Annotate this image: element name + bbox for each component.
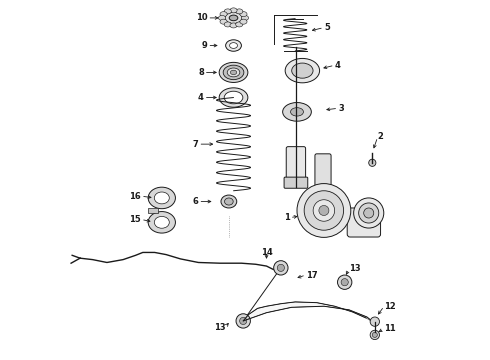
- Circle shape: [274, 261, 288, 275]
- Text: 15: 15: [129, 215, 141, 224]
- Ellipse shape: [148, 187, 175, 209]
- Circle shape: [372, 332, 377, 337]
- Ellipse shape: [229, 15, 238, 21]
- Text: 4: 4: [198, 93, 204, 102]
- Circle shape: [370, 317, 379, 326]
- Circle shape: [370, 330, 379, 339]
- Text: 16: 16: [129, 192, 141, 201]
- Circle shape: [364, 208, 374, 218]
- Circle shape: [341, 279, 348, 286]
- FancyBboxPatch shape: [315, 154, 331, 186]
- Ellipse shape: [154, 192, 170, 204]
- Ellipse shape: [224, 22, 231, 27]
- Circle shape: [338, 275, 352, 289]
- Circle shape: [240, 318, 247, 324]
- Ellipse shape: [285, 58, 319, 83]
- Ellipse shape: [221, 195, 237, 208]
- Text: 1: 1: [284, 213, 290, 222]
- Circle shape: [319, 206, 329, 216]
- FancyBboxPatch shape: [284, 177, 308, 188]
- Ellipse shape: [224, 91, 243, 104]
- Text: 13: 13: [214, 323, 225, 332]
- Text: 14: 14: [261, 248, 272, 257]
- Ellipse shape: [236, 22, 243, 27]
- Ellipse shape: [230, 70, 237, 75]
- Ellipse shape: [236, 9, 243, 14]
- Ellipse shape: [219, 62, 248, 82]
- Circle shape: [313, 200, 335, 221]
- Text: 2: 2: [378, 132, 384, 141]
- Text: 11: 11: [384, 324, 396, 333]
- Circle shape: [236, 314, 250, 328]
- Ellipse shape: [230, 23, 237, 28]
- Circle shape: [297, 184, 351, 237]
- Bar: [148, 208, 158, 213]
- Text: 7: 7: [193, 140, 198, 149]
- Text: 17: 17: [306, 270, 318, 279]
- Polygon shape: [243, 302, 375, 323]
- FancyBboxPatch shape: [347, 208, 381, 237]
- Ellipse shape: [292, 63, 313, 78]
- Ellipse shape: [224, 9, 231, 14]
- Text: 10: 10: [196, 13, 207, 22]
- Ellipse shape: [219, 88, 248, 107]
- Ellipse shape: [220, 12, 227, 17]
- Text: 9: 9: [201, 41, 207, 50]
- Circle shape: [359, 203, 379, 223]
- Circle shape: [368, 159, 376, 166]
- FancyBboxPatch shape: [286, 147, 306, 186]
- Text: 12: 12: [384, 302, 396, 311]
- Ellipse shape: [223, 65, 244, 80]
- Text: 6: 6: [193, 197, 198, 206]
- Ellipse shape: [154, 216, 170, 228]
- Ellipse shape: [230, 8, 237, 13]
- Ellipse shape: [291, 108, 303, 116]
- Circle shape: [304, 191, 343, 230]
- Ellipse shape: [220, 19, 227, 24]
- Ellipse shape: [240, 12, 247, 17]
- Ellipse shape: [148, 212, 175, 233]
- Ellipse shape: [224, 198, 233, 205]
- Ellipse shape: [219, 15, 225, 21]
- Circle shape: [277, 264, 285, 271]
- Ellipse shape: [227, 68, 240, 77]
- Ellipse shape: [225, 40, 242, 51]
- Text: 3: 3: [338, 104, 344, 113]
- Ellipse shape: [225, 12, 242, 23]
- Text: 13: 13: [349, 265, 361, 274]
- Circle shape: [354, 198, 384, 228]
- Ellipse shape: [230, 42, 238, 48]
- Text: 5: 5: [324, 23, 330, 32]
- Text: 4: 4: [335, 61, 341, 70]
- Ellipse shape: [242, 15, 248, 21]
- Ellipse shape: [220, 9, 246, 26]
- Text: 8: 8: [198, 68, 204, 77]
- Ellipse shape: [240, 19, 247, 24]
- Ellipse shape: [283, 103, 311, 121]
